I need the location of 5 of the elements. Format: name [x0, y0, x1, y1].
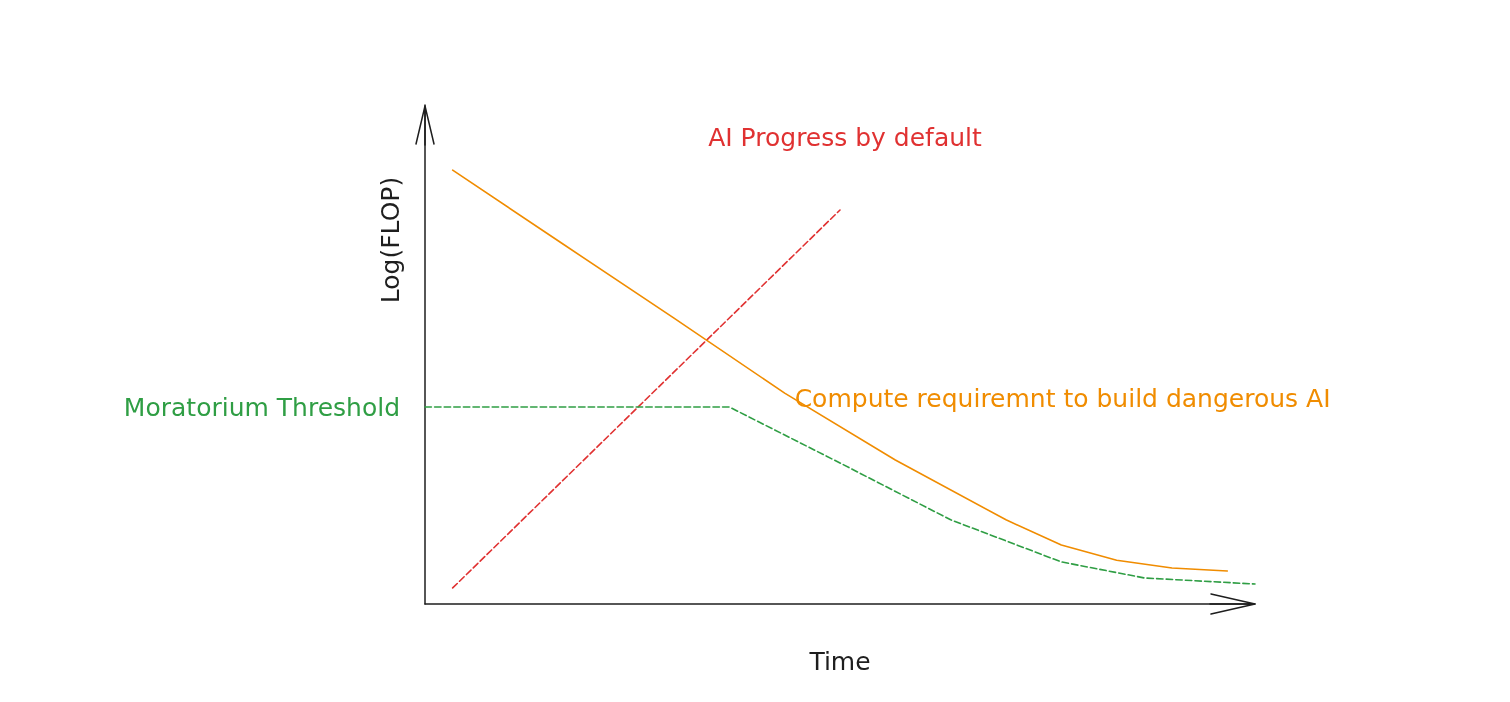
series-label: Moratorium Threshold [123, 392, 400, 422]
y-axis-title: Log(FLOP) [375, 176, 405, 304]
text: AI Progress by default [708, 123, 983, 153]
x-axis-title: Time [808, 647, 871, 676]
series-label: Compute requiremnt to build dangerous AI [794, 383, 1331, 413]
